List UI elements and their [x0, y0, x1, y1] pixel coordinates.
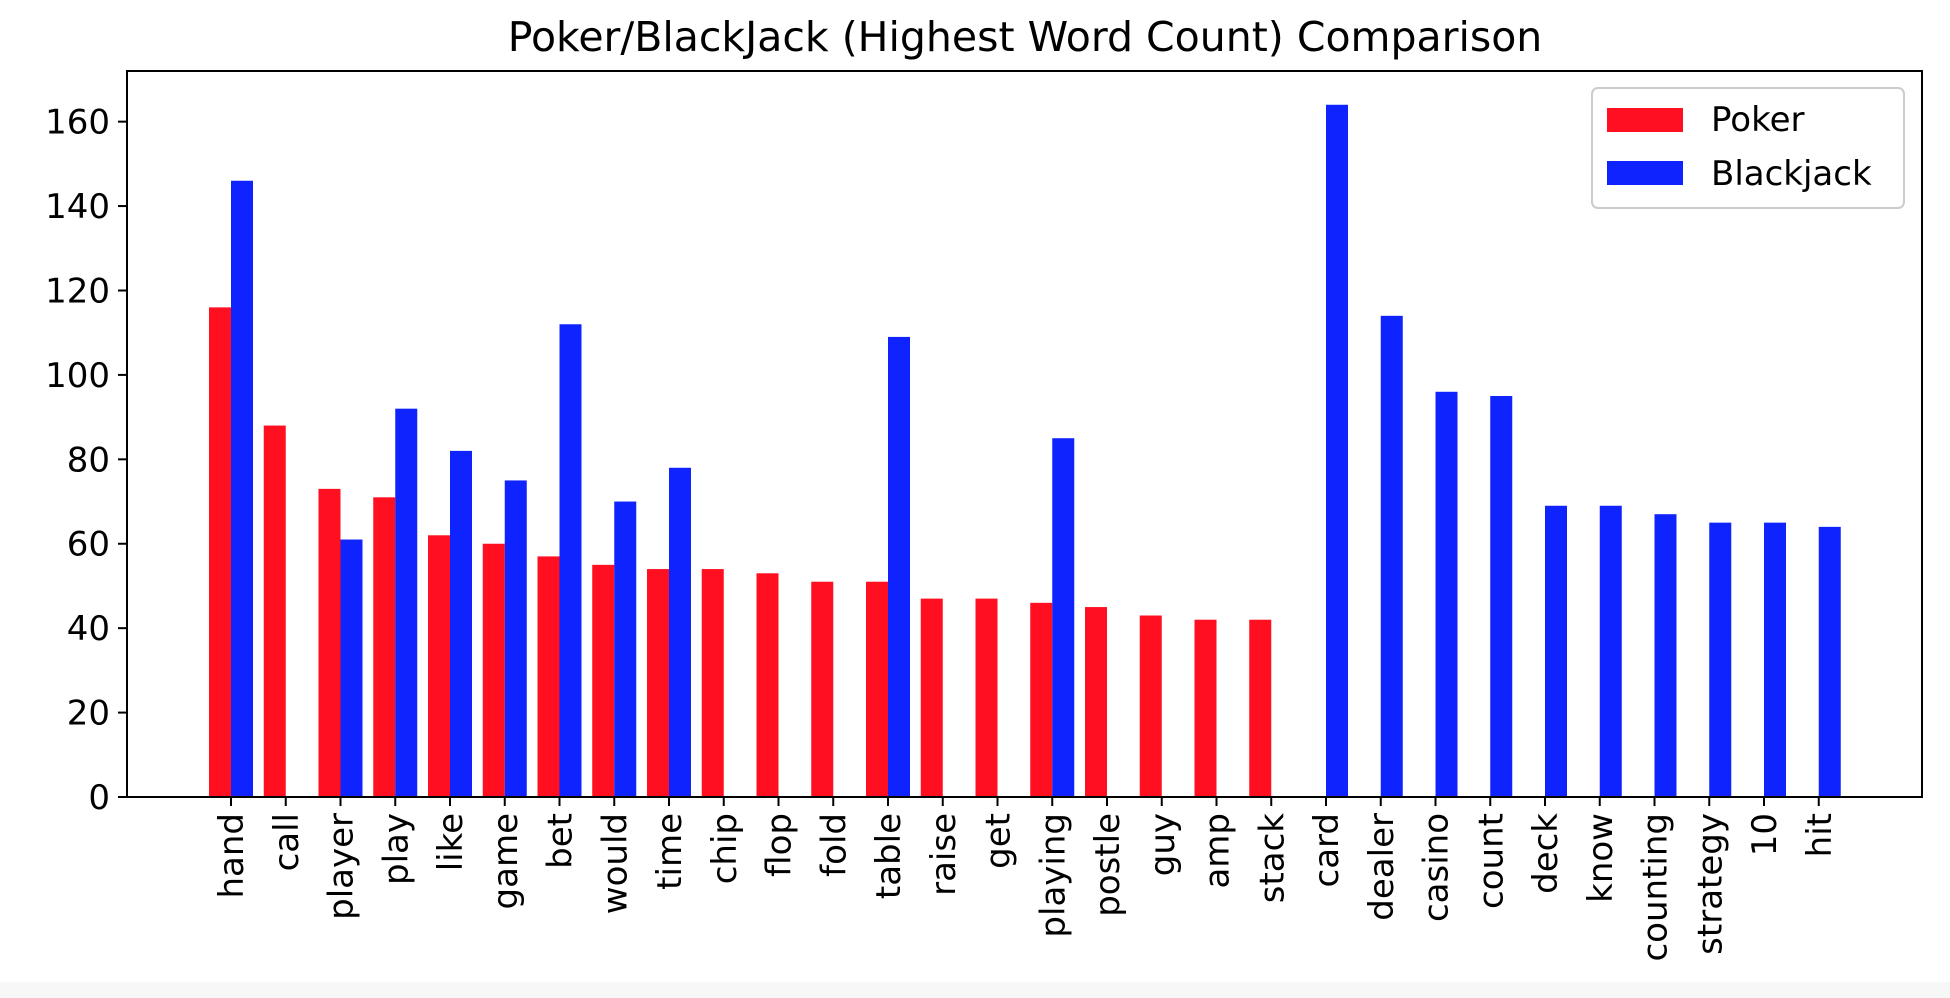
- bar-blackjack-counting: [1654, 514, 1677, 797]
- x-tick-label-10: 10: [1745, 813, 1785, 856]
- legend-swatch-poker: [1607, 108, 1683, 132]
- legend-label-poker: Poker: [1711, 100, 1804, 140]
- legend-label-blackjack: Blackjack: [1711, 154, 1872, 194]
- bar-blackjack-play: [395, 408, 418, 797]
- y-tick-label: 80: [67, 440, 110, 480]
- x-tick-label-play: play: [376, 813, 416, 885]
- y-tick-label: 60: [67, 525, 110, 565]
- bar-blackjack-hit: [1818, 526, 1841, 797]
- bar-blackjack-would: [614, 501, 637, 797]
- bar-poker-playing: [1030, 602, 1053, 797]
- y-tick-label: 100: [45, 356, 110, 396]
- bar-poker-get: [975, 598, 998, 797]
- bars-group: [209, 104, 1841, 797]
- bar-blackjack-casino: [1435, 391, 1458, 797]
- bar-blackjack-like: [450, 450, 472, 797]
- x-tick-label-know: know: [1581, 813, 1621, 903]
- x-tick-label-get: get: [979, 813, 1019, 869]
- x-tick-label-would: would: [595, 813, 635, 914]
- bar-poker-table: [866, 581, 888, 797]
- x-tick-label-call: call: [267, 813, 307, 871]
- bar-poker-would: [592, 564, 615, 797]
- y-tick-label: 40: [67, 609, 110, 649]
- x-tick-label-card: card: [1307, 813, 1347, 888]
- y-axis: 0 20 40 60 80 100 120 140 160: [45, 103, 127, 818]
- bar-poker-amp: [1194, 619, 1217, 797]
- bar-poker-chip: [701, 569, 724, 797]
- bar-poker-bet: [537, 556, 560, 797]
- y-tick-label: 20: [67, 694, 110, 734]
- bar-poker-hand: [209, 307, 231, 797]
- bar-blackjack-time: [669, 467, 691, 797]
- y-tick-label: 120: [45, 271, 110, 311]
- bar-poker-game: [482, 543, 505, 797]
- x-tick-label-dealer: dealer: [1362, 813, 1402, 921]
- x-tick-label-playing: playing: [1033, 813, 1073, 938]
- bar-poker-raise: [920, 598, 943, 797]
- x-tick-label-time: time: [650, 813, 690, 890]
- bar-blackjack-deck: [1545, 505, 1567, 797]
- bar-blackjack-know: [1599, 505, 1622, 797]
- y-tick-label: 140: [45, 187, 110, 227]
- y-tick-label: 160: [45, 103, 110, 143]
- bar-blackjack-table: [888, 336, 910, 797]
- bar-poker-flop: [756, 573, 779, 797]
- bar-poker-postle: [1085, 607, 1107, 797]
- footer-strip: [0, 982, 1950, 998]
- bar-blackjack-strategy: [1709, 522, 1732, 797]
- x-tick-label-strategy: strategy: [1690, 813, 1730, 955]
- bar-poker-call: [263, 425, 286, 797]
- x-tick-label-guy: guy: [1143, 813, 1183, 876]
- y-tick-label: 0: [88, 778, 110, 818]
- plot-frame: [126, 70, 1923, 798]
- bar-blackjack-hand: [231, 180, 253, 797]
- bar-blackjack-card: [1326, 104, 1348, 797]
- bar-poker-stack: [1249, 619, 1272, 797]
- x-tick-label-hand: hand: [212, 813, 252, 899]
- x-tick-label-flop: flop: [760, 813, 800, 877]
- x-tick-label-game: game: [486, 813, 526, 909]
- legend: Poker Blackjack: [1591, 87, 1905, 209]
- x-tick-label-player: player: [322, 813, 362, 920]
- x-tick-label-count: count: [1471, 813, 1511, 909]
- x-tick-label-hit: hit: [1800, 813, 1840, 857]
- bar-blackjack-bet: [559, 324, 582, 797]
- bar-blackjack-10: [1764, 522, 1786, 797]
- x-tick-label-stack: stack: [1252, 813, 1292, 904]
- x-tick-label-table: table: [869, 813, 909, 899]
- bar-poker-play: [373, 497, 396, 797]
- x-tick-label-casino: casino: [1417, 813, 1457, 922]
- x-axis: hand call player play like game bet would time ch…: [212, 797, 1840, 962]
- x-tick-label-fold: fold: [814, 813, 854, 877]
- bar-poker-player: [318, 488, 341, 797]
- x-tick-label-postle: postle: [1088, 813, 1128, 917]
- x-tick-label-amp: amp: [1198, 813, 1238, 889]
- bar-blackjack-game: [504, 480, 527, 797]
- x-tick-label-like: like: [431, 813, 471, 871]
- x-tick-label-raise: raise: [924, 813, 964, 896]
- bar-blackjack-player: [340, 539, 363, 797]
- bar-poker-time: [647, 569, 669, 797]
- x-tick-label-bet: bet: [541, 813, 581, 869]
- bar-poker-like: [428, 535, 450, 797]
- x-tick-label-counting: counting: [1636, 813, 1676, 962]
- bar-poker-guy: [1139, 615, 1162, 797]
- x-tick-label-deck: deck: [1526, 813, 1566, 894]
- bar-blackjack-dealer: [1380, 315, 1403, 797]
- chart-title: Poker/BlackJack (Highest Word Count) Com…: [508, 13, 1543, 61]
- bar-poker-fold: [811, 581, 834, 797]
- legend-swatch-blackjack: [1607, 161, 1683, 185]
- bar-blackjack-playing: [1052, 438, 1075, 797]
- x-tick-label-chip: chip: [705, 813, 745, 884]
- bar-blackjack-count: [1490, 396, 1513, 797]
